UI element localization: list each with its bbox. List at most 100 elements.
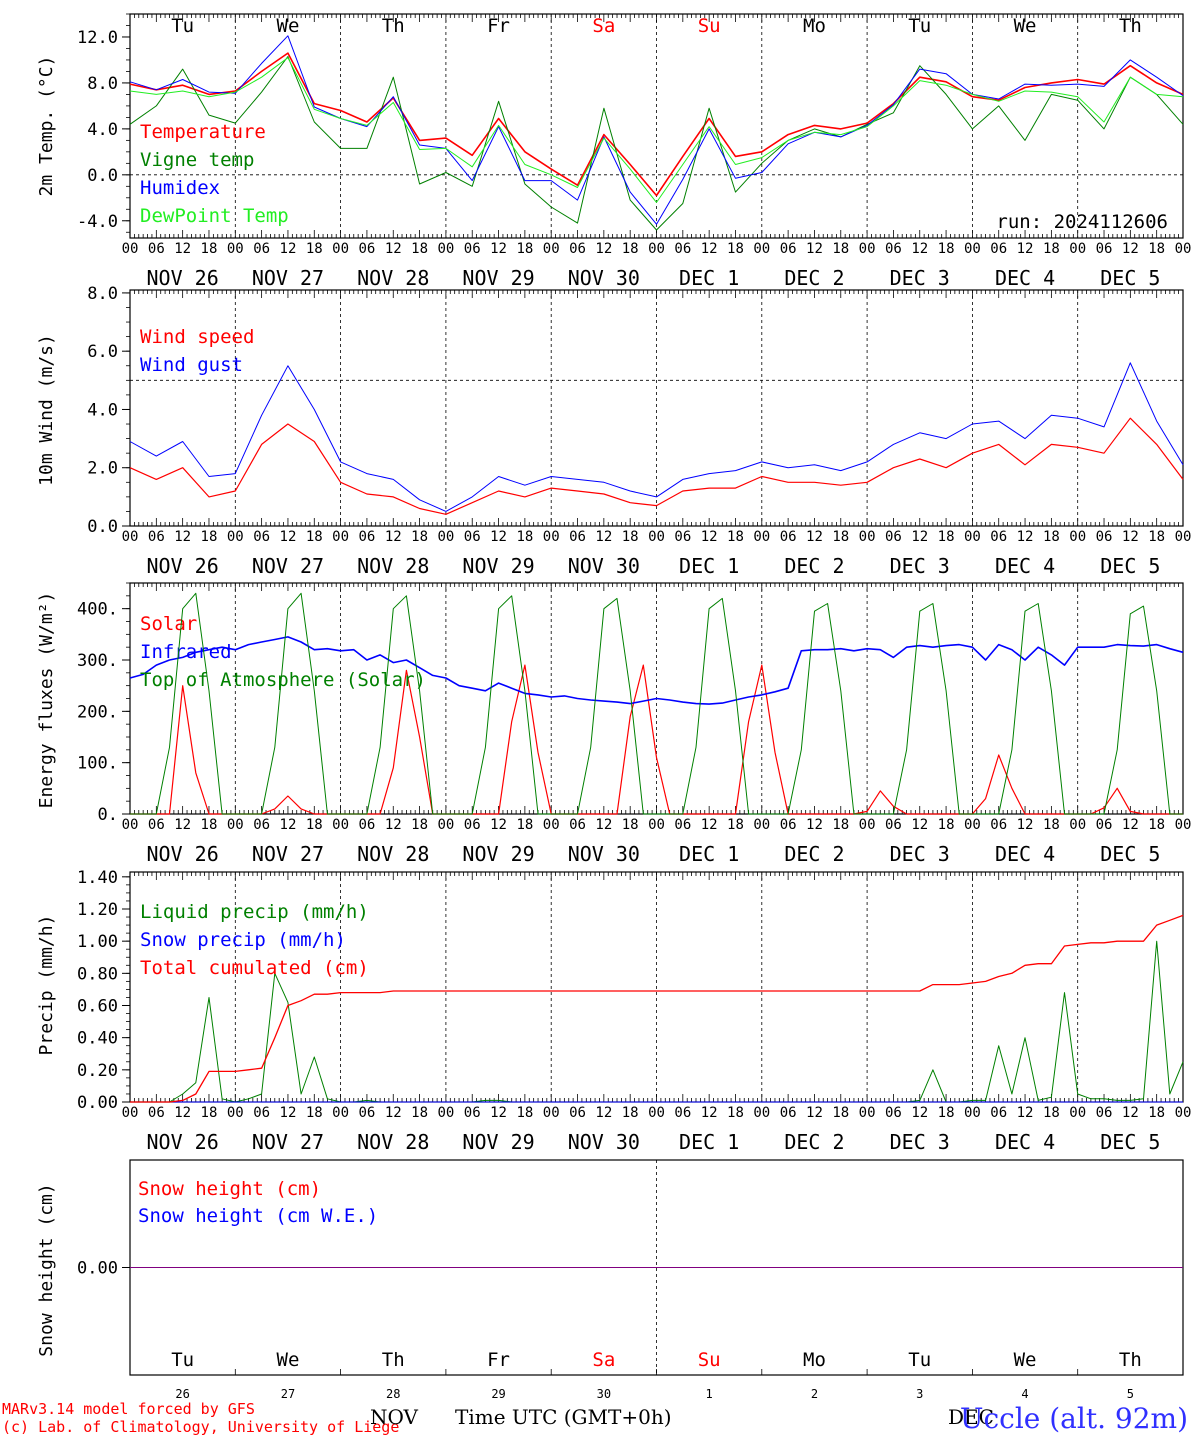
hour-tick-label: 06 bbox=[780, 529, 797, 545]
hour-tick-label: 06 bbox=[569, 241, 586, 257]
hour-tick-label: 00 bbox=[437, 817, 454, 833]
series-line-solar bbox=[130, 664, 1183, 815]
hour-tick-label: 18 bbox=[306, 817, 323, 833]
y-tick-label: 8.0 bbox=[87, 74, 118, 94]
weekday-label: We bbox=[277, 15, 300, 37]
hour-tick-label: 18 bbox=[1043, 817, 1060, 833]
hour-tick-label: 00 bbox=[122, 817, 139, 833]
hour-tick-label: 18 bbox=[832, 817, 849, 833]
hour-tick-label: 18 bbox=[622, 817, 639, 833]
y-tick-label: 400. bbox=[77, 600, 118, 620]
hour-tick-label: 06 bbox=[253, 1105, 270, 1121]
y-tick-label: 200. bbox=[77, 702, 118, 722]
month-dec-label: DEC bbox=[948, 1405, 994, 1429]
hour-tick-label: 00 bbox=[1069, 241, 1086, 257]
legend-entry: Vigne temp bbox=[140, 149, 254, 171]
month-nov-label: NOV bbox=[370, 1405, 418, 1429]
date-label: NOV 26 bbox=[147, 842, 219, 866]
hour-tick-label: 18 bbox=[1043, 241, 1060, 257]
day-number-label: 3 bbox=[916, 1387, 923, 1401]
weekday-label: Tu bbox=[908, 1349, 931, 1371]
legend-entry: Humidex bbox=[140, 177, 220, 199]
date-label: NOV 26 bbox=[147, 554, 219, 578]
date-label: NOV 30 bbox=[568, 1130, 640, 1154]
hour-tick-label: 12 bbox=[701, 529, 718, 545]
weekday-label: Tu bbox=[908, 15, 931, 37]
y-tick-label: 0.00 bbox=[77, 1093, 118, 1113]
legend-entry: Infrared bbox=[140, 641, 232, 663]
date-label: NOV 30 bbox=[568, 554, 640, 578]
weekday-label: Su bbox=[698, 1349, 721, 1371]
hour-tick-label: 06 bbox=[1096, 241, 1113, 257]
date-label: DEC 1 bbox=[679, 266, 739, 290]
hour-tick-label: 00 bbox=[1175, 529, 1192, 545]
weekday-label: We bbox=[277, 1349, 300, 1371]
legend-entry: Snow precip (mm/h) bbox=[140, 929, 346, 951]
y-tick-label: 0. bbox=[98, 805, 118, 825]
legend-entry: Snow height (cm) bbox=[138, 1178, 321, 1200]
day-number-label: 5 bbox=[1127, 1387, 1134, 1401]
hour-tick-label: 18 bbox=[1148, 817, 1165, 833]
date-label: NOV 29 bbox=[462, 1130, 534, 1154]
hour-tick-label: 06 bbox=[569, 1105, 586, 1121]
hour-tick-label: 12 bbox=[490, 817, 507, 833]
hour-tick-label: 06 bbox=[253, 817, 270, 833]
hour-tick-label: 00 bbox=[332, 1105, 349, 1121]
hour-tick-label: 06 bbox=[464, 817, 481, 833]
hour-tick-label: 06 bbox=[358, 241, 375, 257]
hour-tick-label: 12 bbox=[280, 241, 297, 257]
hour-tick-label: 18 bbox=[201, 1105, 218, 1121]
weekday-label: Th bbox=[382, 1349, 405, 1371]
y-tick-label: 300. bbox=[77, 651, 118, 671]
date-label: NOV 29 bbox=[462, 842, 534, 866]
hour-tick-label: 12 bbox=[385, 241, 402, 257]
wind-ylabel: 10m Wind (m/s) bbox=[36, 334, 57, 486]
hour-tick-label: 18 bbox=[938, 241, 955, 257]
weekday-label: Th bbox=[1119, 1349, 1142, 1371]
hour-tick-label: 06 bbox=[148, 1105, 165, 1121]
hour-tick-label: 18 bbox=[1043, 529, 1060, 545]
date-label: DEC 4 bbox=[995, 266, 1055, 290]
hour-tick-label: 00 bbox=[753, 817, 770, 833]
hour-tick-label: 18 bbox=[1043, 1105, 1060, 1121]
weekday-label: Fr bbox=[487, 15, 510, 37]
hour-tick-label: 18 bbox=[832, 529, 849, 545]
y-tick-label: 4.0 bbox=[87, 400, 118, 420]
hour-tick-label: 12 bbox=[490, 1105, 507, 1121]
y-tick-label: 1.40 bbox=[77, 868, 118, 888]
site-name: Uccle (alt. 92m) bbox=[959, 1402, 1188, 1435]
hour-tick-label: 12 bbox=[911, 241, 928, 257]
date-label: DEC 4 bbox=[995, 554, 1055, 578]
hour-tick-label: 12 bbox=[1122, 529, 1139, 545]
run-label: run: 2024112606 bbox=[996, 211, 1168, 233]
y-tick-label: 1.20 bbox=[77, 900, 118, 920]
hour-tick-label: 06 bbox=[569, 529, 586, 545]
hour-tick-label: 18 bbox=[727, 817, 744, 833]
hour-tick-label: 00 bbox=[543, 241, 560, 257]
hour-tick-label: 00 bbox=[227, 241, 244, 257]
hour-tick-label: 00 bbox=[648, 817, 665, 833]
hour-tick-label: 00 bbox=[753, 1105, 770, 1121]
hour-tick-label: 00 bbox=[122, 529, 139, 545]
hour-tick-label: 00 bbox=[753, 241, 770, 257]
hour-tick-label: 06 bbox=[464, 241, 481, 257]
hour-tick-label: 00 bbox=[1175, 817, 1192, 833]
hour-tick-label: 00 bbox=[1069, 817, 1086, 833]
hour-tick-label: 12 bbox=[806, 817, 823, 833]
hour-tick-label: 12 bbox=[1122, 817, 1139, 833]
temp-ylabel: 2m Temp. (°C) bbox=[36, 56, 57, 197]
hour-tick-label: 06 bbox=[885, 529, 902, 545]
y-tick-label: 0.0 bbox=[87, 166, 118, 186]
hour-tick-label: 06 bbox=[780, 241, 797, 257]
hour-tick-label: 12 bbox=[595, 529, 612, 545]
hour-tick-label: 06 bbox=[990, 241, 1007, 257]
date-label: DEC 5 bbox=[1100, 1130, 1160, 1154]
hour-tick-label: 18 bbox=[201, 817, 218, 833]
hour-tick-label: 18 bbox=[411, 529, 428, 545]
weekday-label: Mo bbox=[803, 15, 826, 37]
date-label: DEC 5 bbox=[1100, 842, 1160, 866]
hour-tick-label: 18 bbox=[1148, 1105, 1165, 1121]
weekday-label: Su bbox=[698, 15, 721, 37]
hour-tick-label: 00 bbox=[964, 1105, 981, 1121]
y-tick-label: 0.0 bbox=[87, 517, 118, 537]
